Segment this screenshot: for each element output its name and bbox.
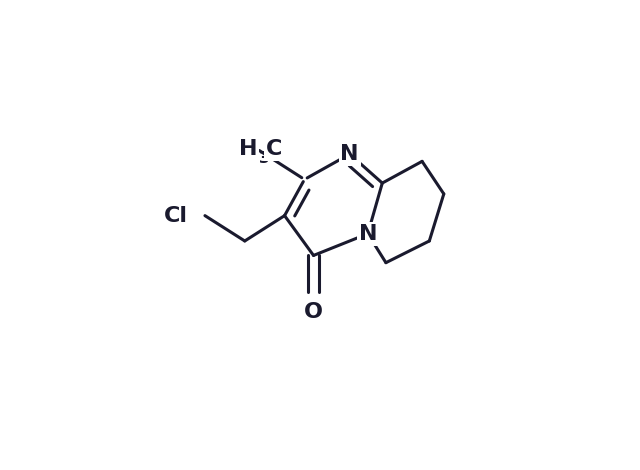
Text: C: C	[266, 140, 282, 159]
Text: H: H	[239, 140, 257, 159]
Text: 3: 3	[259, 151, 270, 166]
Text: O: O	[304, 302, 323, 321]
Text: Cl: Cl	[164, 206, 188, 226]
Text: N: N	[340, 144, 359, 164]
Text: N: N	[358, 224, 377, 244]
